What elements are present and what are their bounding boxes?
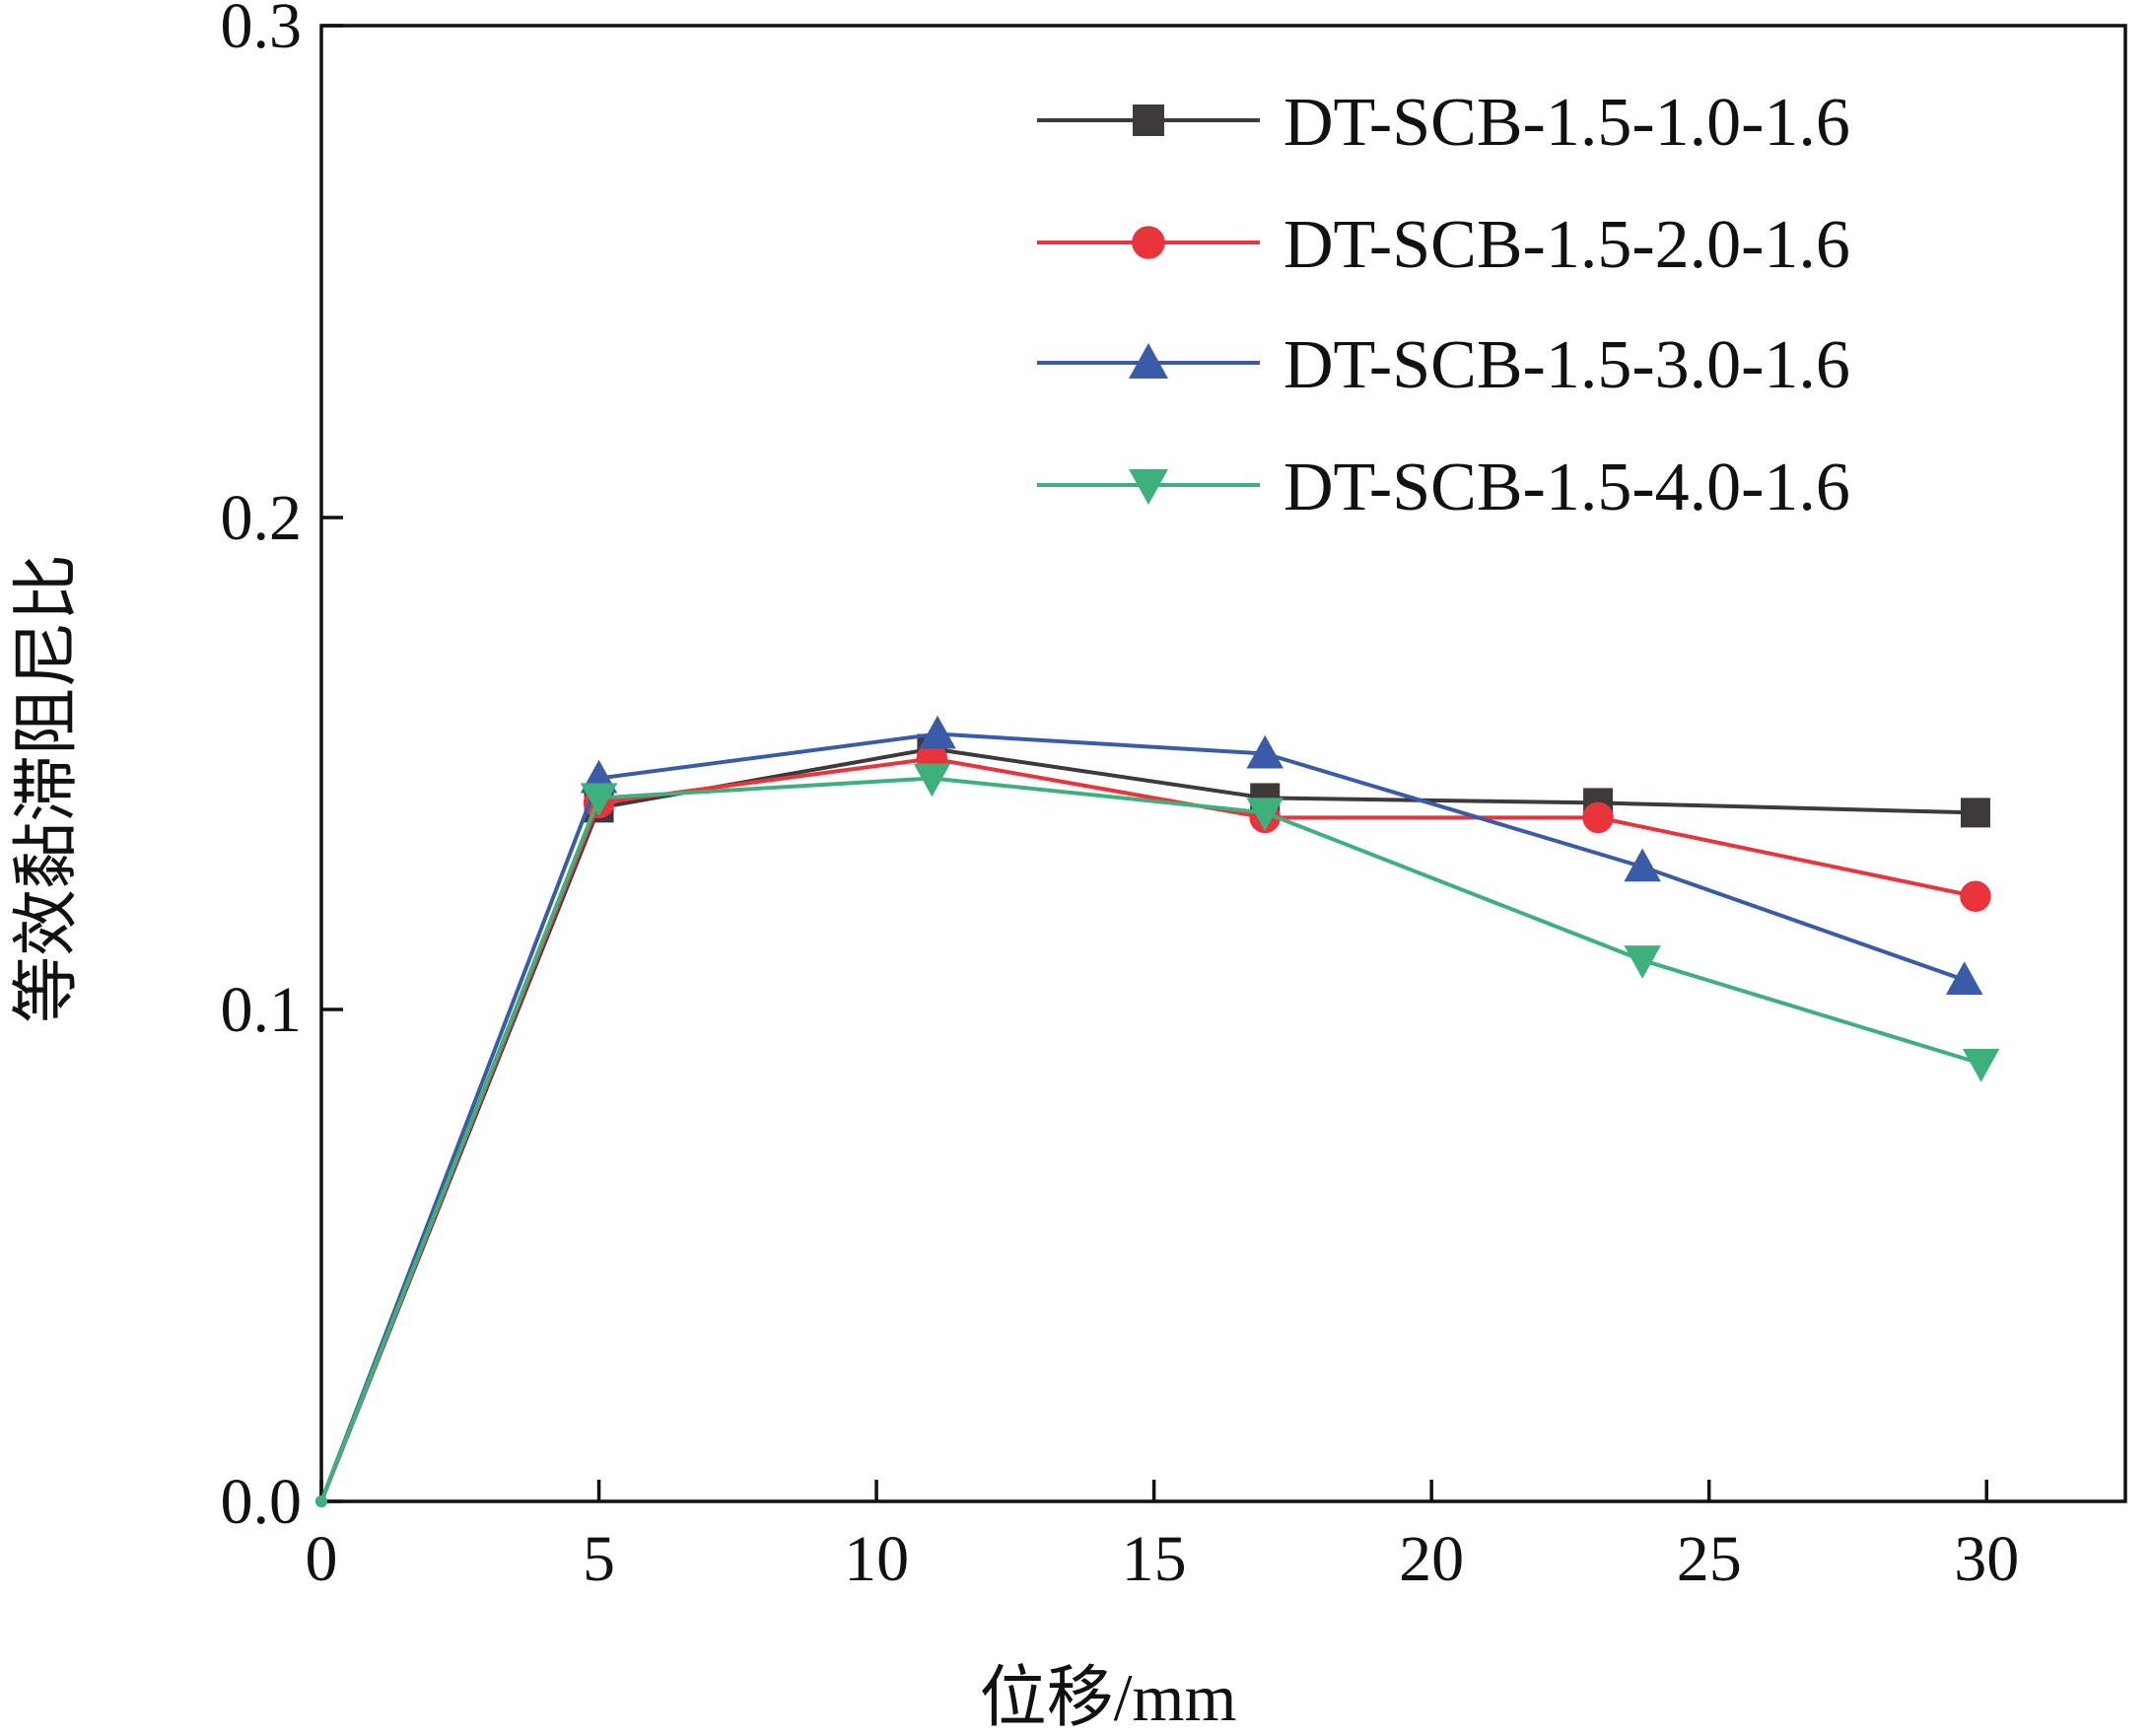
data-point-marker — [1129, 343, 1168, 379]
x-tick-label: 5 — [583, 1523, 615, 1595]
x-tick-label: 10 — [844, 1523, 909, 1595]
x-tick-label: 25 — [1677, 1523, 1742, 1595]
series-line — [319, 776, 1982, 1502]
legend-item-1: DT-SCB-1.5-1.0-1.6 — [1037, 85, 1850, 161]
data-point-marker — [1945, 961, 1983, 996]
data-point-marker — [1960, 798, 1990, 828]
series-4 — [315, 763, 2000, 1507]
x-tick-label: 0 — [306, 1523, 338, 1595]
data-point-marker — [580, 783, 618, 817]
data-point-marker — [913, 763, 951, 798]
data-point-marker — [919, 715, 956, 749]
legend-item-2: DT-SCB-1.5-2.0-1.6 — [1037, 207, 1850, 283]
data-point-marker — [1129, 469, 1168, 505]
legend-label: DT-SCB-1.5-4.0-1.6 — [1284, 450, 1850, 525]
legend-item-3: DT-SCB-1.5-3.0-1.6 — [1037, 327, 1850, 403]
y-tick-label: 0.2 — [221, 482, 303, 554]
data-point-marker — [1132, 226, 1165, 259]
data-point-marker — [1624, 848, 1661, 882]
data-point-marker — [1962, 1048, 2000, 1082]
x-axis-title: 位移/mm — [980, 1660, 1237, 1731]
data-point-marker — [1960, 880, 1991, 912]
y-axis-title: 等效黏滞阻尼比 — [9, 554, 84, 1023]
x-tick-label: 20 — [1399, 1523, 1464, 1595]
series-3 — [315, 715, 1983, 1507]
series-layer — [315, 715, 2000, 1507]
legend-item-4: DT-SCB-1.5-4.0-1.6 — [1037, 450, 1850, 525]
legend: DT-SCB-1.5-1.0-1.6 DT-SCB-1.5-2.0-1.6 DT-S… — [1037, 85, 1850, 525]
x-tick-label: 15 — [1122, 1523, 1187, 1595]
y-tick-label: 0.1 — [221, 974, 303, 1046]
data-point-marker — [1133, 104, 1164, 136]
legend-label: DT-SCB-1.5-1.0-1.6 — [1284, 85, 1850, 161]
data-point-marker — [1624, 945, 1661, 979]
axes: 0 5 10 15 20 25 30 0.0 0.1 0.2 0.3 — [221, 0, 2020, 1595]
series-line — [319, 731, 1966, 1502]
x-tick-label: 30 — [1954, 1523, 2019, 1595]
y-tick-label: 0.3 — [221, 0, 303, 62]
data-point-marker — [315, 1495, 327, 1507]
series-line — [319, 746, 1977, 1502]
y-tick-label: 0.0 — [221, 1466, 303, 1538]
series-1 — [315, 733, 1990, 1507]
data-point-marker — [1246, 798, 1284, 832]
legend-label: DT-SCB-1.5-2.0-1.6 — [1284, 207, 1850, 283]
plot-frame — [319, 24, 2127, 1503]
data-point-marker — [1246, 734, 1284, 769]
data-point-marker — [1582, 801, 1614, 834]
legend-label: DT-SCB-1.5-3.0-1.6 — [1284, 327, 1850, 403]
